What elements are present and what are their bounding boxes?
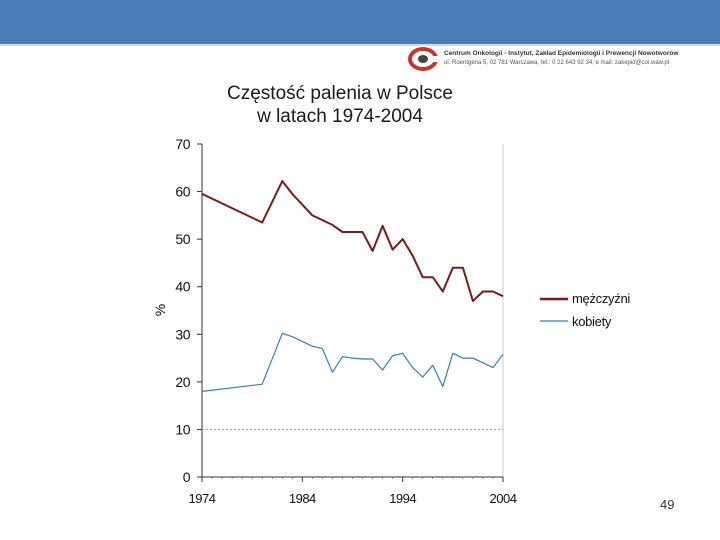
x-tick-label: 1974 [189,491,216,506]
y-tick-label: 10 [175,421,190,437]
x-tick-label: 1984 [289,491,316,506]
chart-title-line2: w latach 1974-2004 [257,106,423,127]
y-tick-label: 0 [183,469,191,485]
legend-label-men: mężczyźni [572,291,630,306]
series-line-women [201,332,504,392]
org-name: Centrum Onkologii - Instytut, Zakład Epi… [444,50,679,57]
y-tick-label: 70 [175,136,190,152]
institute-logo [408,47,438,71]
header-bar [0,0,720,44]
legend-label-women: kobiety [572,314,612,329]
y-tick-label: 60 [175,184,190,200]
y-axis-label: % [152,304,168,316]
chart-title: Częstość palenia w Polsce w latach 1974-… [160,82,520,128]
x-tick-label: 2004 [490,491,517,506]
y-tick-label: 30 [175,326,190,342]
series-line-men [201,180,504,302]
y-tick-label: 50 [175,231,190,247]
header-divider [0,44,720,46]
x-tick-label: 1994 [389,491,416,506]
y-tick-label: 20 [175,374,190,390]
y-tick-label: 40 [175,279,190,295]
chart-title-line1: Częstość palenia w Polsce [227,83,453,104]
org-address: ul. Roentgena 5, 02 781 Warszawa, tel.: … [444,60,669,66]
page-number: 49 [660,497,675,512]
